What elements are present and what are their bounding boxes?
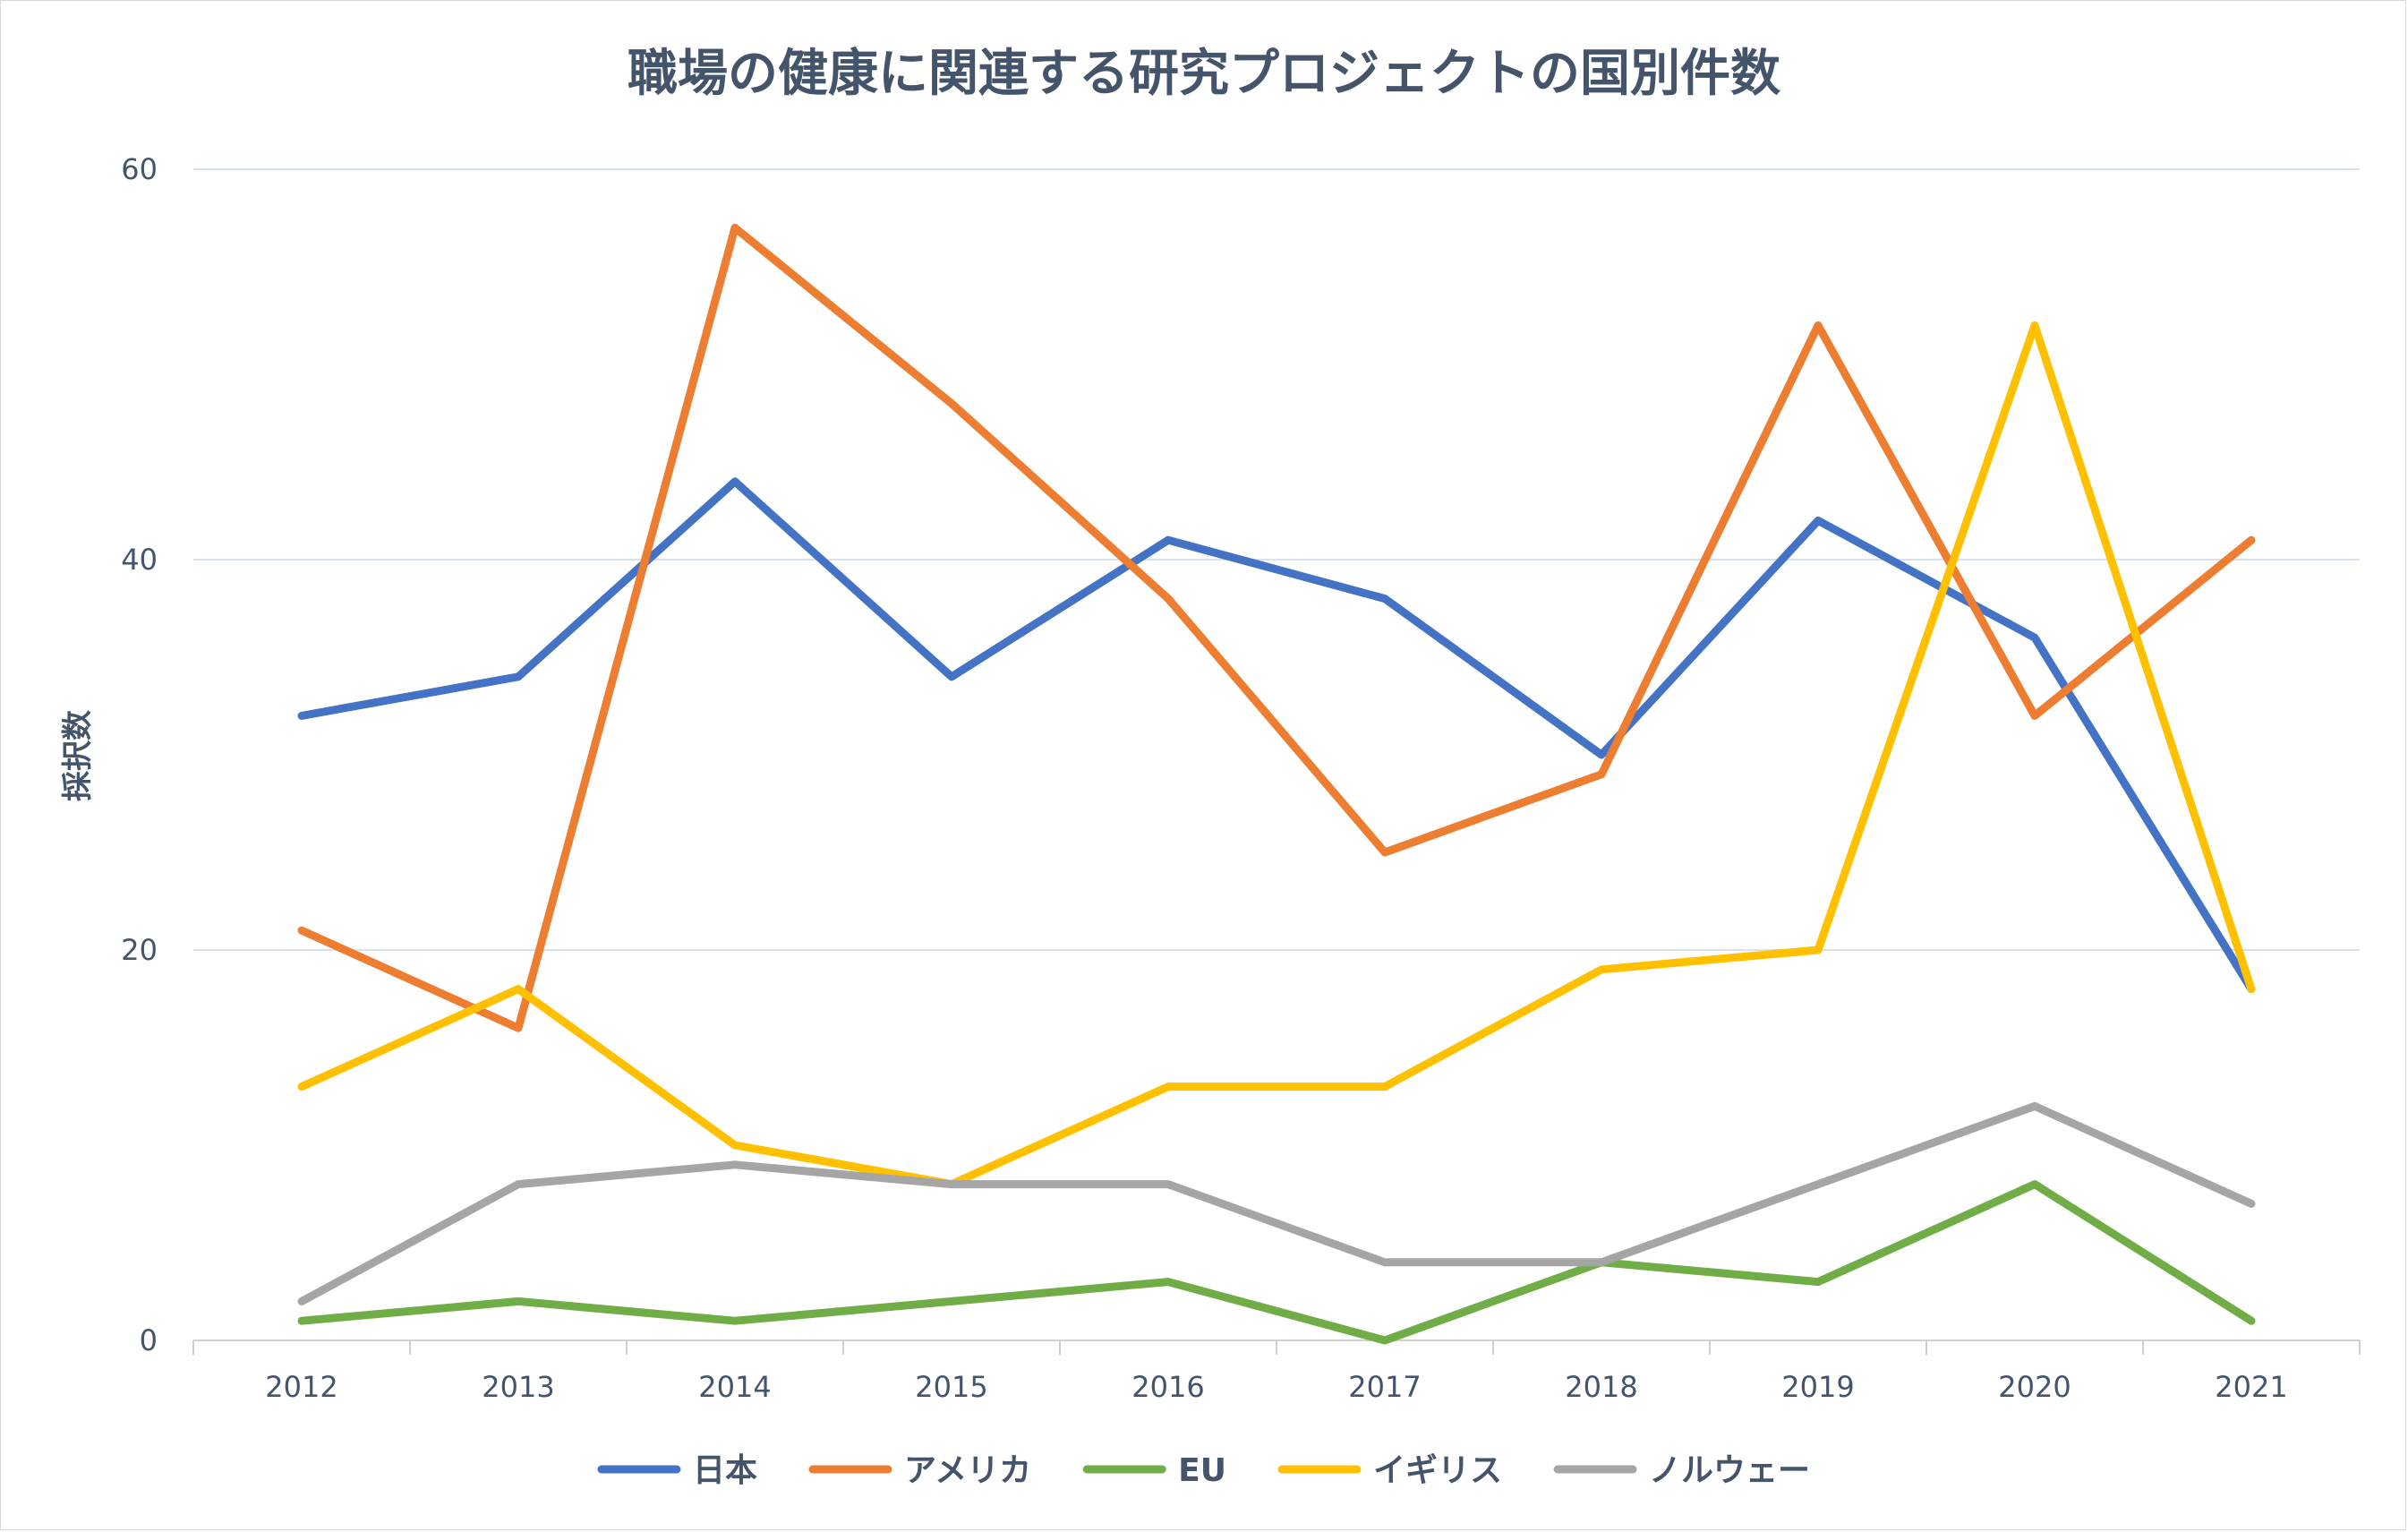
x-tick-label: 2014: [698, 1370, 771, 1404]
axes: 0 20 40 60 2012 2013 2014 2015 2016 2017 2018 2019 2…: [121, 152, 2361, 1404]
x-tick-label: 2016: [1131, 1370, 1204, 1404]
x-tick-label: 2019: [1781, 1370, 1854, 1404]
gridlines: [193, 168, 2360, 951]
y-axis-title: 採択数: [60, 710, 96, 801]
legend-label: 日本: [693, 1452, 757, 1489]
legend-label: イギリス: [1373, 1452, 1502, 1489]
chart-title: 職場の健康に関連する研究プロジェクトの国別件数: [628, 45, 1780, 103]
y-tick-label: 60: [121, 152, 158, 186]
x-tick-label: 2021: [2215, 1370, 2287, 1404]
series-line-0: [297, 477, 2256, 994]
series-lines: [297, 223, 2256, 1345]
series-line-2: [297, 1180, 2256, 1345]
y-tick-label: 20: [121, 933, 158, 967]
series-line-1: [297, 223, 2256, 1032]
legend: 日本 アメリカ EU イギリス ノルウェー: [597, 1452, 1810, 1489]
series-line-3: [297, 321, 2256, 1189]
x-tick-label: 2015: [915, 1370, 987, 1404]
legend-item-4: ノルウェー: [1553, 1452, 1810, 1489]
legend-label: EU: [1178, 1452, 1226, 1489]
legend-label: アメリカ: [904, 1452, 1031, 1489]
series-line-4: [297, 1101, 2256, 1305]
legend-item-0: 日本: [597, 1452, 757, 1489]
legend-item-1: アメリカ: [808, 1452, 1031, 1489]
x-tick-label: 2013: [482, 1370, 554, 1404]
x-tick-label: 2017: [1348, 1370, 1421, 1404]
x-tick-label: 2012: [265, 1370, 337, 1404]
x-tick-label: 2018: [1565, 1370, 1637, 1404]
legend-label: ノルウェー: [1649, 1452, 1810, 1489]
y-tick-label: 0: [140, 1323, 158, 1357]
legend-item-2: EU: [1082, 1452, 1226, 1489]
y-tick-label: 40: [121, 543, 158, 577]
legend-item-3: イギリス: [1277, 1452, 1502, 1489]
x-tick-label: 2020: [1998, 1370, 2071, 1404]
